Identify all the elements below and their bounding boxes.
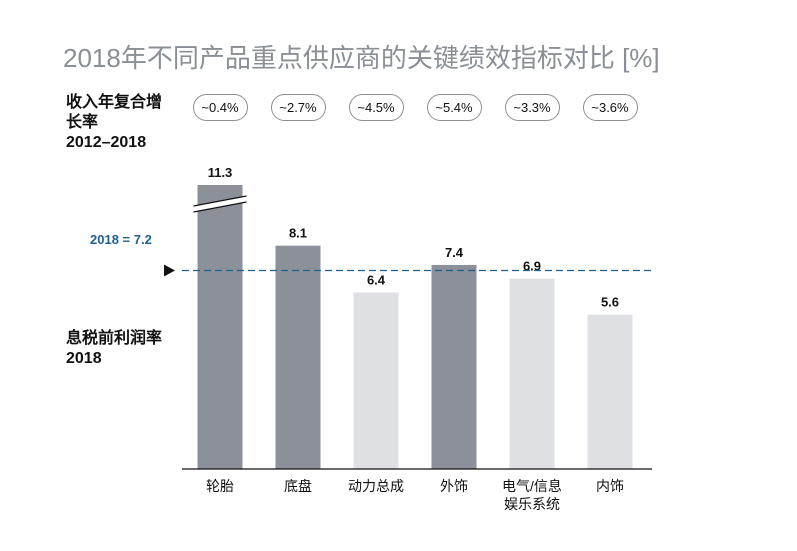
category-label: 动力总成	[348, 478, 404, 494]
cagr-pill: ~5.4%	[426, 94, 482, 121]
bar	[275, 245, 321, 469]
axis-break-gap	[193, 196, 247, 212]
axis-break-line	[193, 195, 247, 207]
bar	[509, 278, 555, 469]
bar	[197, 185, 243, 469]
reference-line-label: 2018 = 7.2	[90, 232, 152, 247]
category-label: 电气/信息 娱乐系统	[502, 478, 562, 512]
data-label: 5.6	[601, 295, 619, 310]
category-label: 外饰	[440, 478, 468, 494]
cagr-pill: ~3.3%	[504, 94, 560, 121]
chart-title: 2018年不同产品重点供应商的关键绩效指标对比 [%]	[63, 43, 660, 73]
data-label: 8.1	[289, 226, 307, 241]
bar	[431, 264, 477, 469]
data-label: 7.4	[445, 245, 464, 260]
category-label: 底盘	[284, 478, 312, 494]
cagr-pill: ~4.5%	[348, 94, 404, 121]
cagr-pill: ~2.7%	[270, 94, 326, 121]
data-label: 6.9	[523, 259, 541, 274]
data-label: 6.4	[367, 273, 386, 288]
data-label: 11.3	[208, 165, 233, 180]
y-axis-label: 息税前利润率 2018	[66, 330, 163, 367]
category-label: 轮胎	[206, 478, 234, 494]
category-label: 内饰	[596, 478, 624, 494]
bar	[587, 314, 633, 469]
cagr-pill: ~0.4%	[192, 94, 248, 121]
axis-break-line	[193, 201, 247, 213]
cagr-pill: ~3.6%	[582, 94, 638, 121]
bar	[353, 292, 399, 469]
reference-arrow-icon	[164, 264, 175, 277]
cagr-row-label: 收入年复合增 长率 2012–2018	[66, 94, 163, 151]
